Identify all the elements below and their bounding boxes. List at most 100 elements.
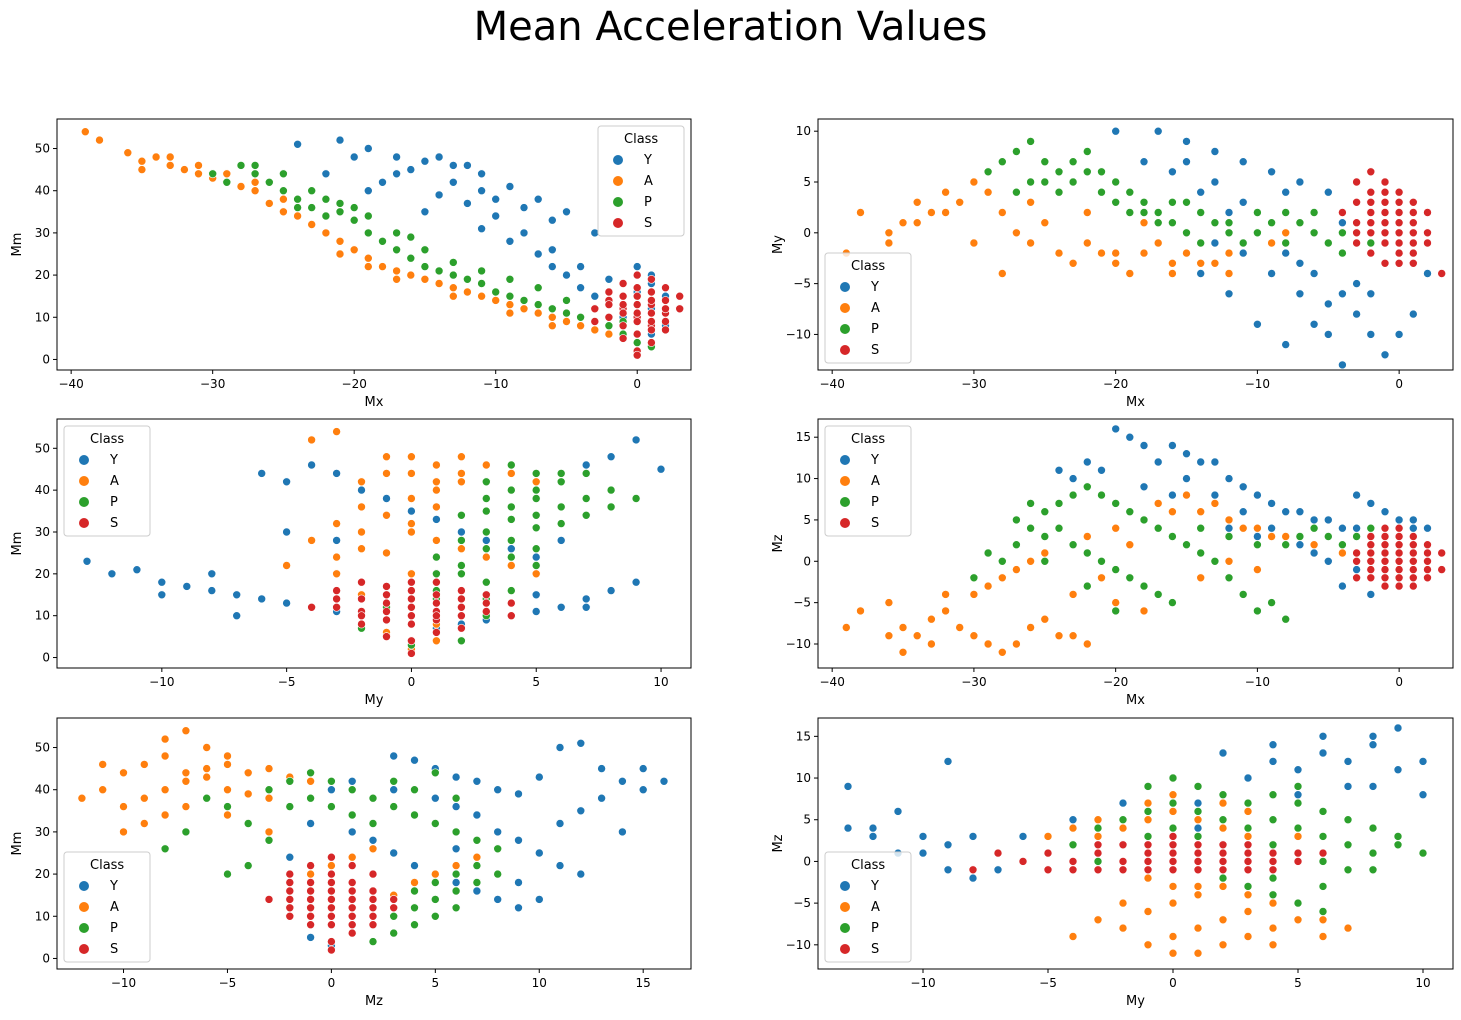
point-S: [1293, 848, 1303, 858]
point-S: [306, 878, 315, 887]
point-A: [481, 552, 491, 562]
point-P: [1224, 573, 1234, 583]
point-P: [1343, 840, 1353, 850]
point-P: [1295, 532, 1305, 541]
point-S: [407, 649, 416, 658]
point-Y: [531, 607, 541, 616]
legend-label-Y: Y: [109, 453, 118, 468]
legend-box: [63, 851, 151, 963]
point-A: [969, 590, 979, 599]
point-S: [1394, 208, 1404, 217]
point-P: [1012, 187, 1021, 197]
point-A: [1318, 932, 1328, 941]
legend-label-S: S: [871, 516, 879, 531]
point-S: [1437, 269, 1446, 278]
point-P: [1253, 540, 1262, 550]
point-P: [1118, 815, 1128, 825]
point-P: [363, 228, 373, 238]
point-S: [604, 300, 614, 309]
point-A: [884, 238, 894, 248]
point-P: [1139, 581, 1149, 591]
point-A: [1012, 639, 1021, 649]
point-P: [556, 477, 566, 487]
point-S: [1318, 848, 1328, 858]
point-A: [137, 156, 147, 166]
legend-label-Y: Y: [870, 453, 879, 468]
point-S: [1243, 865, 1253, 875]
point-Y: [1293, 790, 1303, 800]
point-Y: [555, 743, 565, 752]
point-Y: [420, 207, 430, 217]
point-Y: [534, 895, 544, 904]
point-P: [1224, 228, 1234, 238]
point-S: [1193, 848, 1203, 858]
point-S: [357, 619, 366, 629]
point-Y: [1139, 157, 1149, 166]
point-P: [1193, 807, 1203, 816]
point-P: [1111, 499, 1120, 508]
point-Y: [505, 237, 515, 246]
point-A: [1182, 490, 1191, 500]
point-A: [1193, 815, 1203, 825]
point-Y: [581, 602, 591, 612]
point-Y: [533, 194, 543, 204]
point-S: [506, 598, 516, 608]
legend-marker-A: [840, 303, 850, 313]
point-Y: [392, 169, 401, 179]
point-S: [327, 869, 336, 879]
point-A: [202, 743, 211, 752]
point-A: [997, 573, 1007, 583]
point-P: [1281, 614, 1290, 624]
point-Y: [232, 611, 241, 621]
y-tick-label: 30: [35, 825, 50, 839]
point-P: [335, 199, 345, 208]
point-S: [1380, 581, 1390, 591]
point-S: [1380, 556, 1390, 566]
y-tick-label: 0: [42, 951, 50, 965]
point-Y: [1267, 523, 1276, 533]
y-tick-label: −10: [786, 327, 811, 341]
point-Y: [1210, 177, 1220, 187]
point-S: [347, 911, 357, 921]
point-S: [968, 865, 978, 875]
point-A: [357, 527, 366, 537]
point-S: [1380, 532, 1390, 541]
point-P: [1012, 540, 1021, 550]
point-P: [368, 819, 378, 828]
point-P: [1168, 198, 1177, 207]
point-P: [432, 552, 441, 562]
point-Y: [1324, 556, 1333, 566]
point-A: [264, 793, 274, 803]
point-S: [1352, 548, 1361, 558]
point-A: [347, 852, 357, 862]
point-P: [1139, 515, 1149, 525]
point-A: [160, 810, 170, 820]
point-Y: [597, 793, 606, 803]
point-S: [647, 317, 656, 326]
point-A: [1224, 248, 1234, 258]
point-A: [1143, 907, 1153, 916]
point-P: [1281, 208, 1290, 217]
point-S: [407, 594, 416, 604]
point-Y: [1352, 309, 1361, 319]
point-P: [236, 161, 246, 170]
point-A: [1168, 258, 1177, 268]
point-Y: [581, 594, 591, 604]
point-P: [306, 768, 315, 778]
point-Y: [631, 577, 641, 587]
legend-marker-Y: [79, 881, 89, 891]
point-S: [1366, 540, 1376, 550]
x-tick-label: −10: [111, 976, 136, 990]
point-S: [357, 611, 366, 621]
legend-title: Class: [851, 259, 885, 274]
point-P: [506, 502, 516, 512]
point-Y: [1368, 740, 1378, 750]
point-Y: [1352, 490, 1361, 500]
point-A: [1012, 565, 1021, 574]
point-P: [223, 802, 232, 811]
point-S: [457, 623, 466, 633]
point-Y: [555, 861, 565, 870]
point-P: [434, 266, 444, 276]
point-P: [451, 827, 461, 837]
legend-label-A: A: [871, 474, 880, 489]
